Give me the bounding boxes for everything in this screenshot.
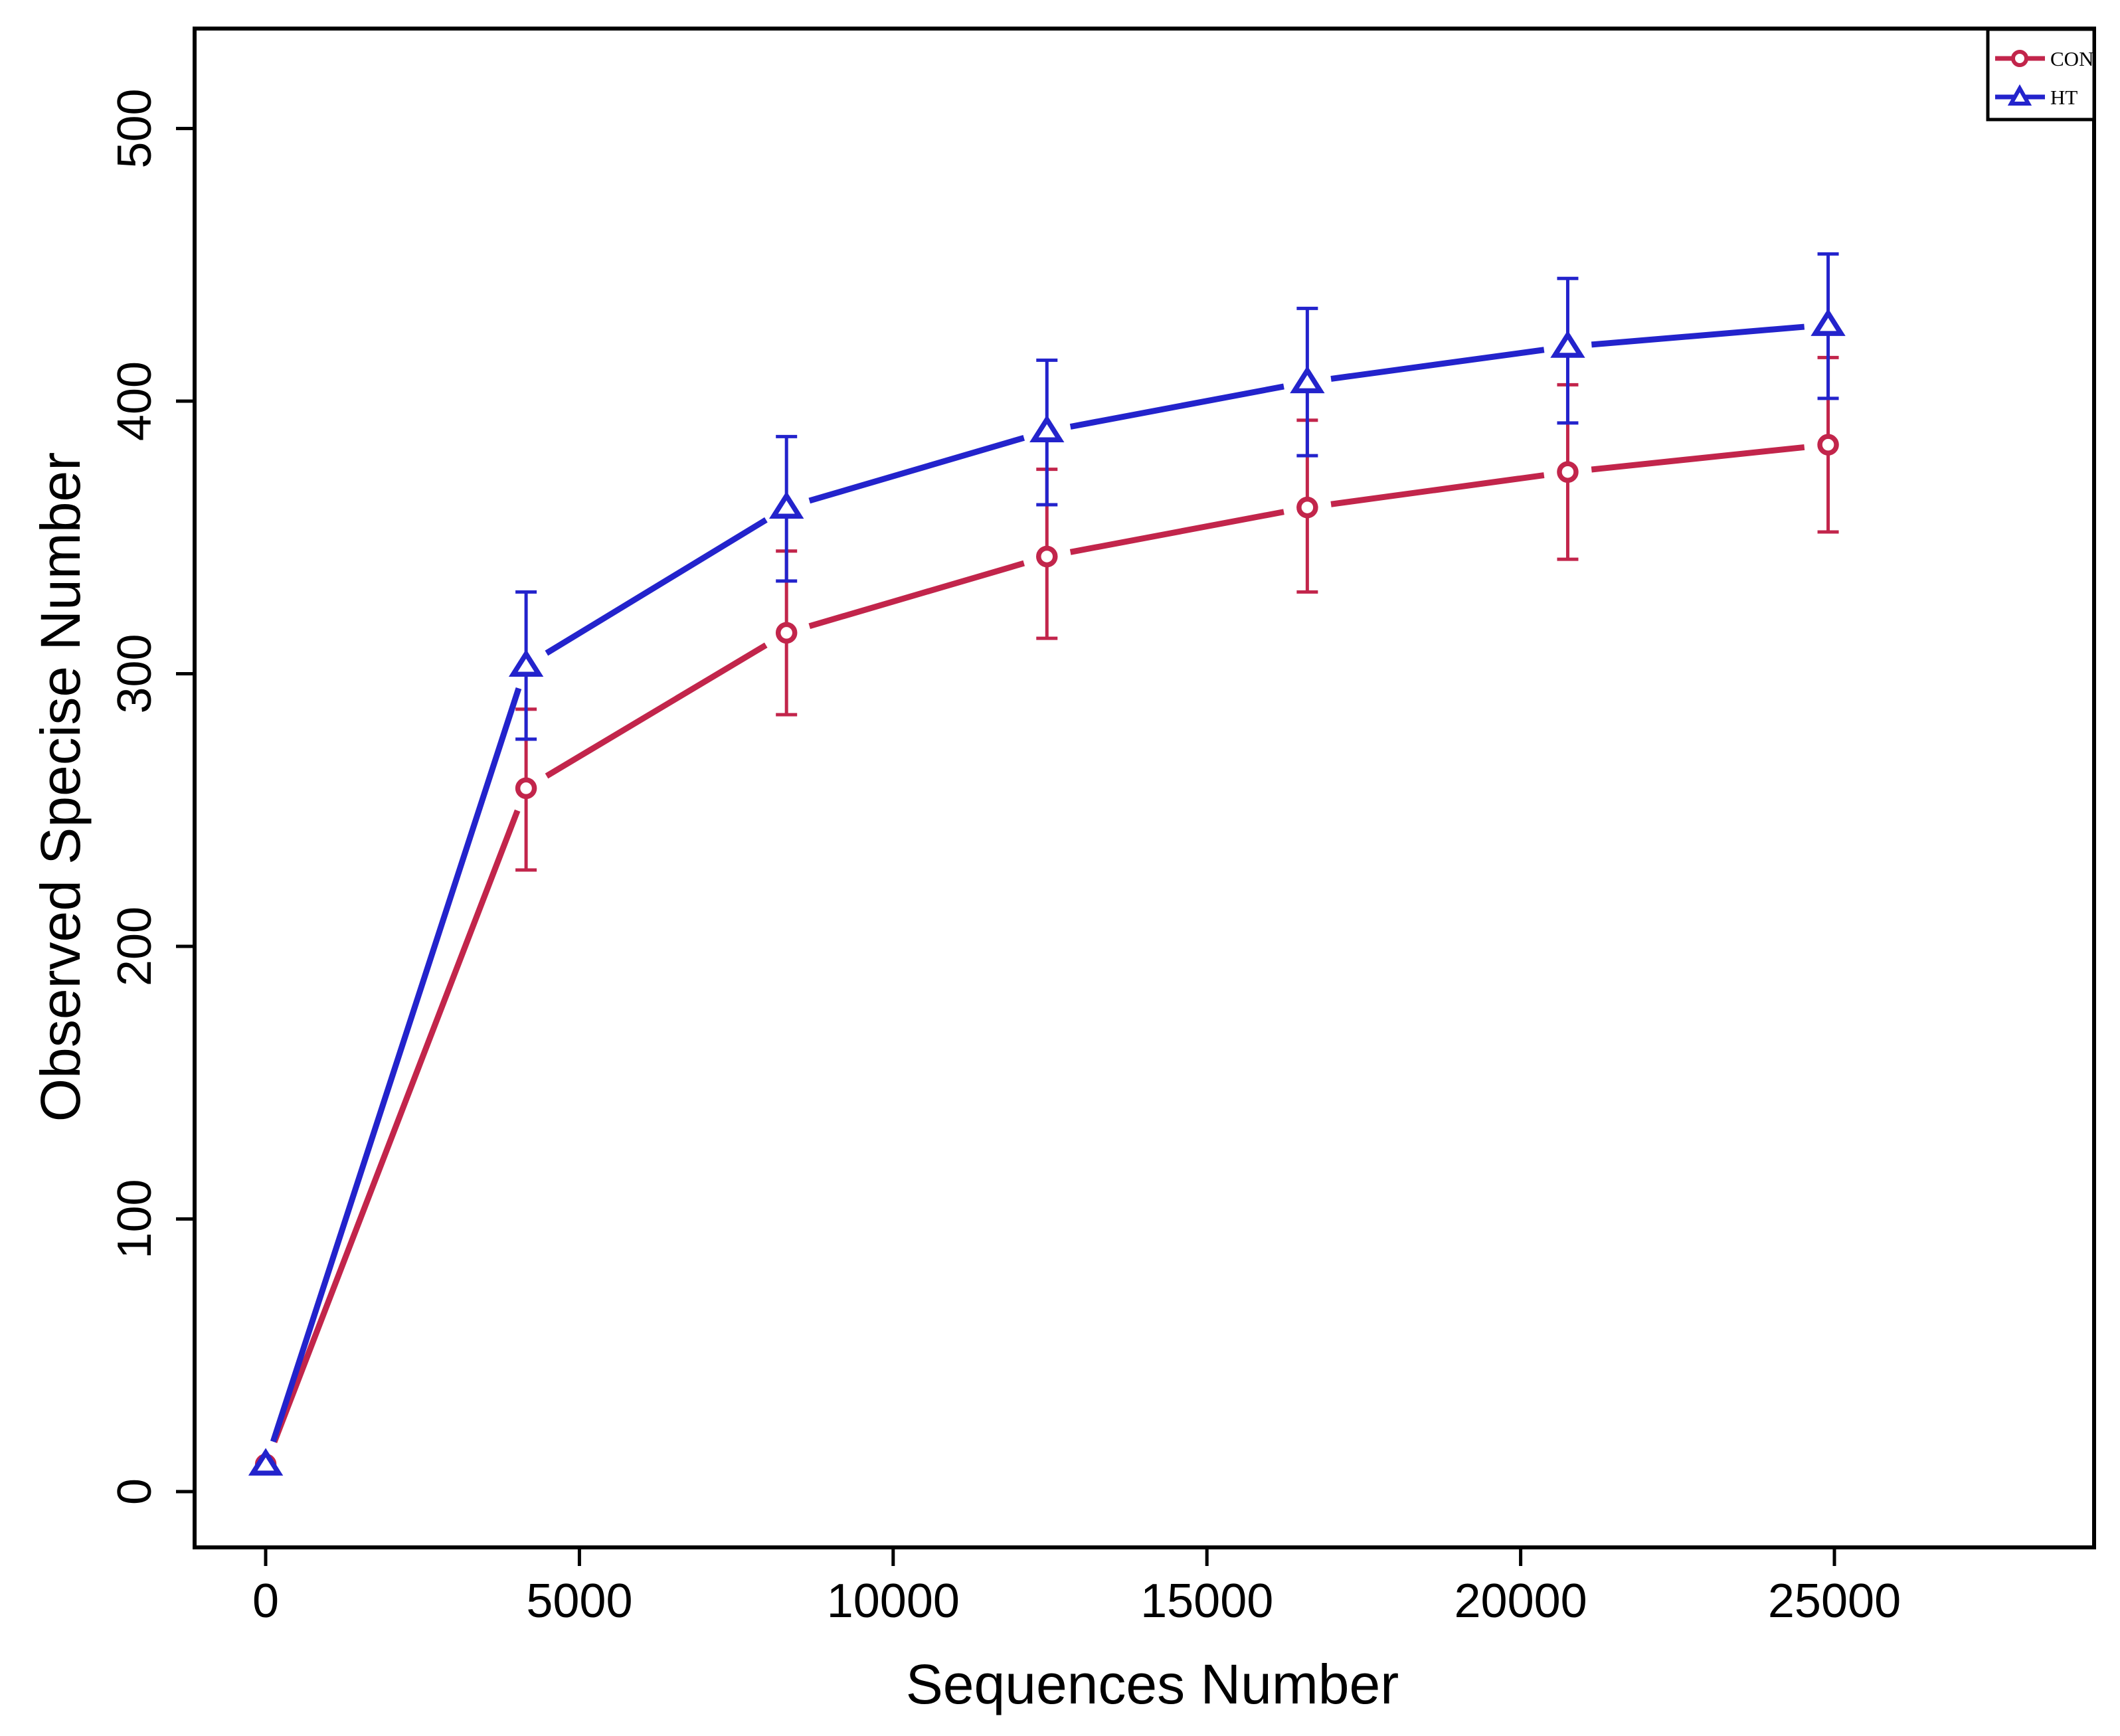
series-con: [254, 355, 1839, 1476]
con-marker: [775, 622, 798, 644]
series-segment: [808, 434, 1025, 504]
legend-label-con: CON: [2050, 47, 2093, 70]
y-tick-label: 0: [108, 1478, 161, 1505]
x-tick-label: 10000: [827, 1575, 960, 1628]
y-axis-label: Observed Specise Number: [29, 452, 92, 1122]
con-marker: [1036, 545, 1058, 568]
legend-entry-con: CON: [1995, 47, 2093, 70]
y-tick-label: 100: [108, 1179, 161, 1259]
series-segment: [1591, 323, 1805, 348]
legend-box: [1986, 27, 2096, 122]
y-tick-label: 500: [108, 88, 161, 168]
ht-marker: [1811, 308, 1846, 336]
series-segment: [545, 642, 768, 779]
x-axis-ticks: 0 5000 10000 15000 20000 25000: [252, 1547, 1901, 1628]
ht-marker: [248, 1448, 284, 1476]
series-segment: [270, 687, 522, 1443]
plot-area-border: [193, 27, 2096, 1549]
ht-marker: [1029, 414, 1065, 443]
ht-marker: [1290, 365, 1325, 394]
ht-marker: [508, 649, 544, 677]
series-ht: [248, 252, 1846, 1476]
y-tick-label: 400: [108, 361, 161, 441]
ht-marker: [769, 491, 804, 519]
ht-marker: [1550, 330, 1585, 358]
series-segment: [1330, 347, 1545, 382]
series-segment: [545, 517, 768, 656]
series-segment: [808, 560, 1025, 630]
legend: CON HT: [1986, 27, 2096, 122]
y-tick-label: 200: [108, 907, 161, 986]
legend-triangle-icon: [2007, 84, 2032, 106]
con-marker: [1557, 461, 1579, 483]
series-segment: [1069, 383, 1284, 430]
x-axis-label: Sequences Number: [906, 1653, 1399, 1715]
legend-entry-ht: HT: [1995, 84, 2077, 109]
x-tick-label: 25000: [1768, 1575, 1901, 1628]
y-axis-ticks: 0 100 200 300 400 500: [108, 88, 195, 1505]
series-segment: [1330, 472, 1545, 507]
con-marker: [515, 777, 537, 800]
legend-circle-icon: [2011, 50, 2028, 67]
x-tick-label: 20000: [1454, 1575, 1587, 1628]
data-series: [248, 252, 1846, 1476]
series-segment: [271, 809, 521, 1443]
con-marker: [1817, 434, 1839, 456]
x-tick-label: 5000: [526, 1575, 632, 1628]
legend-label-ht: HT: [2050, 86, 2077, 109]
con-marker: [1296, 496, 1318, 519]
x-tick-label: 0: [252, 1575, 279, 1628]
y-tick-label: 300: [108, 634, 161, 713]
series-segment: [1591, 444, 1805, 473]
x-tick-label: 15000: [1140, 1575, 1273, 1628]
series-segment: [1069, 509, 1284, 555]
